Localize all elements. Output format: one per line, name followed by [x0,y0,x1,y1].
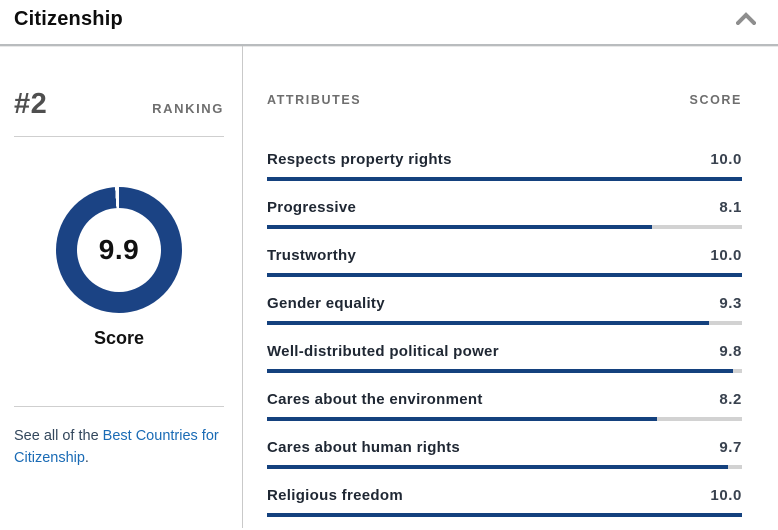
attribute-label: Trustworthy [267,247,357,264]
attribute-score: 9.3 [719,295,742,312]
table-row: Religious freedom 10.0 [267,486,742,517]
divider [14,406,224,407]
attribute-label: Cares about human rights [267,439,461,456]
table-row: Well-distributed political power 9.8 [267,342,742,373]
score-bar-fill [267,513,742,517]
attribute-line: Progressive 8.1 [267,198,742,218]
score-bar-track [267,465,742,469]
attribute-line: Trustworthy 10.0 [267,246,742,266]
rank-value: #2 [14,88,48,120]
donut-ring: 9.9 [56,187,182,313]
score-bar-fill [267,321,709,325]
rank-row: #2 RANKING [14,88,224,121]
score-bar-fill [267,225,652,229]
donut-caption: Score [93,328,145,348]
table-row: Cares about human rights 9.7 [267,438,742,469]
attribute-score: 9.7 [719,439,742,456]
attributes-table: ATTRIBUTES SCORE Respects property right… [243,46,778,528]
attribute-line: Gender equality 9.3 [267,294,742,314]
column-header-score: SCORE [689,93,742,107]
table-row: Gender equality 9.3 [267,294,742,325]
best-countries-link[interactable]: Best Countries for Citizenship [14,428,219,466]
attribute-line: Well-distributed political power 9.8 [267,342,742,362]
attribute-score: 10.0 [710,247,742,264]
attribute-label: Cares about the environment [267,391,483,408]
attribute-line: Cares about human rights 9.7 [267,438,742,458]
score-bar-track [267,321,742,325]
score-bar-track [267,417,742,421]
attribute-score: 9.8 [719,343,742,360]
column-header-attributes: ATTRIBUTES [267,93,362,107]
table-row: Cares about the environment 8.2 [267,390,742,421]
table-row: Progressive 8.1 [267,198,742,229]
page-title: Citizenship [14,7,123,30]
donut-hole: 9.9 [77,208,161,292]
score-bar-track [267,273,742,277]
attribute-label: Respects property rights [267,151,452,168]
table-row: Trustworthy 10.0 [267,246,742,277]
attribute-label: Progressive [267,199,357,216]
attributes-rows: Respects property rights 10.0 Progressiv… [267,150,742,517]
score-bar-track [267,369,742,373]
see-all-suffix: . [84,450,89,466]
attribute-score: 8.1 [719,199,742,216]
score-donut-chart: 9.9 Score [14,187,224,349]
score-bar-fill [267,417,657,421]
ranking-sidebar: #2 RANKING 9.9 Score See all of the Best… [0,46,243,528]
divider [14,136,224,137]
attribute-score: 10.0 [710,151,742,168]
attribute-line: Respects property rights 10.0 [267,150,742,170]
donut-score-value: 9.9 [98,234,140,265]
attribute-score: 8.2 [719,391,742,408]
attribute-label: Religious freedom [267,487,403,504]
score-bar-track [267,513,742,517]
table-header: ATTRIBUTES SCORE [267,93,742,108]
panel-header-toggle[interactable]: Citizenship [0,0,778,46]
score-bar-fill [267,465,728,469]
score-bar-fill [267,369,733,373]
see-all-text: See all of the Best Countries for Citize… [14,425,224,469]
chevron-up-icon[interactable] [736,11,756,33]
attribute-label: Gender equality [267,295,385,312]
table-row: Respects property rights 10.0 [267,150,742,181]
score-bar-track [267,225,742,229]
rank-label: RANKING [152,101,224,116]
see-all-prefix: See all of the [14,428,103,444]
score-bar-track [267,177,742,181]
attribute-score: 10.0 [710,487,742,504]
attribute-line: Religious freedom 10.0 [267,486,742,506]
attribute-line: Cares about the environment 8.2 [267,390,742,410]
score-bar-fill [267,177,742,181]
attribute-label: Well-distributed political power [267,343,499,360]
score-bar-fill [267,273,742,277]
